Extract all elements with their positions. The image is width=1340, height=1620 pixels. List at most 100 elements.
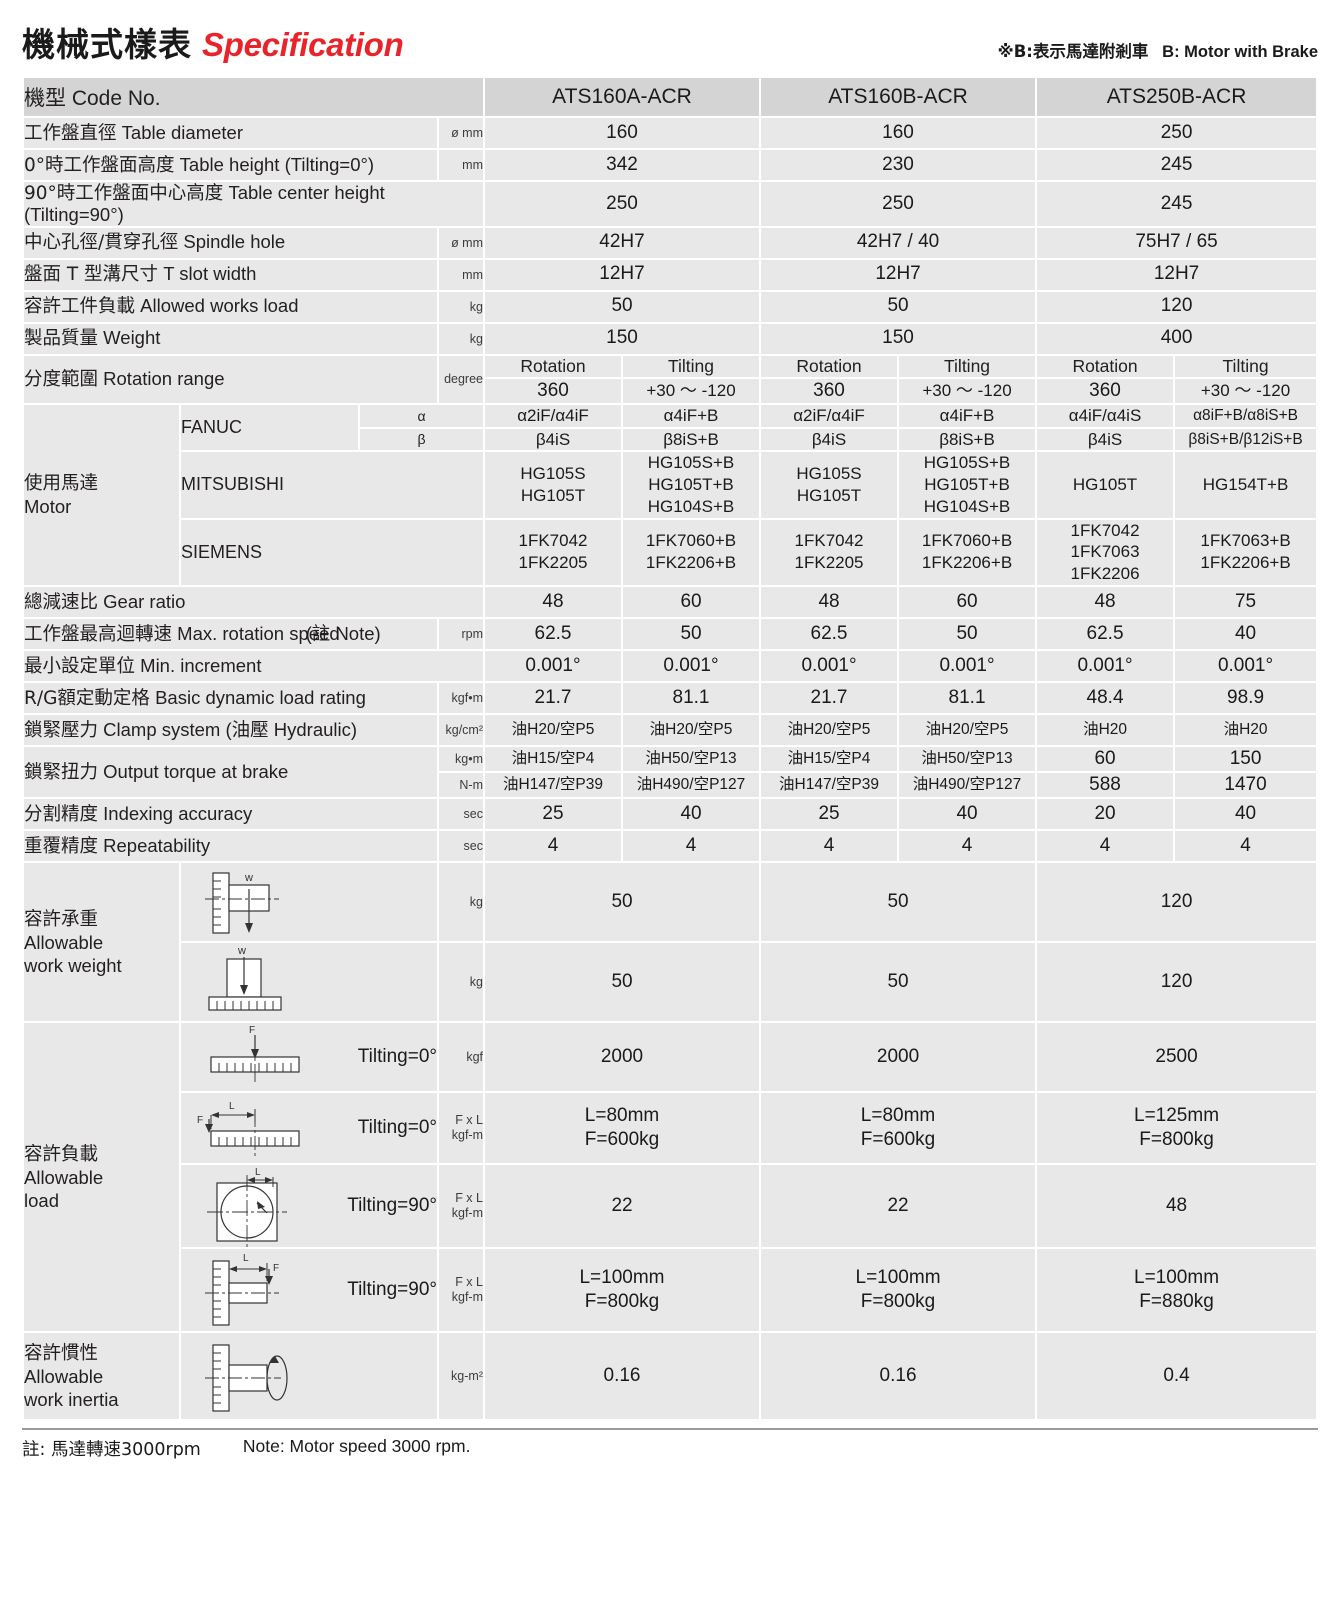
diagram-cell bbox=[181, 1333, 437, 1420]
diagram-cell: L Tilting=90° bbox=[181, 1165, 437, 1248]
diagram-cell: F Tilting=0° bbox=[181, 1023, 437, 1092]
cell-value: 400 bbox=[1037, 323, 1317, 354]
row-unit: rpm bbox=[439, 618, 483, 649]
cell-value: HG154T+B bbox=[1175, 452, 1317, 518]
cell-value: β4iS bbox=[761, 428, 898, 451]
motor-brand-fanuc: FANUC bbox=[181, 404, 358, 451]
table-row: 0°時工作盤面高度 Table height (Tilting=0°) mm 3… bbox=[24, 150, 1317, 180]
cell-value: 油H15/空P4 bbox=[485, 746, 621, 772]
cell-value: +30 ～ -120 bbox=[899, 378, 1036, 403]
work-weight-row-2: w kg 50 50 120 bbox=[24, 943, 1317, 1022]
subheader-tilting: Tilting bbox=[623, 355, 760, 377]
page-title-en: Specification bbox=[202, 26, 404, 63]
cell-value: +30 ～ -120 bbox=[623, 378, 760, 403]
svg-text:F: F bbox=[249, 1025, 255, 1036]
row-unit: mm bbox=[439, 259, 483, 290]
row-label-allowed-works-load: 容許工件負載 Allowed works load bbox=[24, 291, 437, 322]
row-unit: kg bbox=[439, 863, 483, 942]
row-label-output-torque: 鎖緊扭力 Output torque at brake bbox=[24, 746, 437, 798]
cell-value: α2iF/α4iF bbox=[761, 404, 898, 427]
page-title-cn: 機械式樣表 bbox=[22, 25, 192, 64]
cell-value: 40 bbox=[623, 799, 760, 830]
cell-value: 0.4 bbox=[1037, 1333, 1317, 1420]
cell-value: 50 bbox=[761, 943, 1036, 1022]
row-label-allowable-load: 容許負載 Allowable load bbox=[24, 1023, 179, 1332]
cell-value: 22 bbox=[761, 1165, 1036, 1248]
cell-value: L=80mm F=600kg bbox=[485, 1093, 760, 1164]
motor-mitsubishi-row: MITSUBISHI HG105S HG105T HG105S+B HG105T+B… bbox=[24, 452, 1317, 518]
cell-value: 50 bbox=[761, 291, 1036, 322]
cell-value: 12H7 bbox=[761, 259, 1036, 290]
motor-greek-alpha: α bbox=[360, 404, 483, 427]
row-label-t-slot-width: 盤面 T 型溝尺寸 T slot width bbox=[24, 259, 437, 290]
row-label-note-suffix: (註 Note) bbox=[305, 622, 381, 644]
cell-value: β8iS+B bbox=[899, 428, 1036, 451]
table-face-moment-icon: L bbox=[207, 1167, 287, 1248]
cell-value: 150 bbox=[485, 323, 760, 354]
cell-value: 245 bbox=[1037, 182, 1317, 226]
cell-value: β8iS+B/β12iS+B bbox=[1175, 428, 1317, 451]
table-header-row: 機型 Code No. ATS160A-ACR ATS160B-ACR ATS2… bbox=[24, 78, 1317, 116]
cell-value: α4iF+B bbox=[623, 404, 760, 427]
subheader-rotation: Rotation bbox=[1037, 355, 1174, 377]
header-model-1: ATS160B-ACR bbox=[761, 78, 1036, 116]
subheader-tilting: Tilting bbox=[899, 355, 1036, 377]
row-label-basic-dynamic-load-rating: R/G額定動定格 Basic dynamic load rating bbox=[24, 682, 437, 713]
cell-value: β8iS+B bbox=[623, 428, 760, 451]
cell-value: 98.9 bbox=[1175, 682, 1317, 713]
row-unit: sec bbox=[439, 831, 483, 862]
motor-fanuc-beta-row: β β4iS β8iS+B β4iS β8iS+B β4iS β8iS+B/β1… bbox=[24, 428, 1317, 451]
cell-value: 油H20/空P5 bbox=[623, 714, 760, 745]
row-label-allowable-work-inertia: 容許慣性 Allowable work inertia bbox=[24, 1333, 179, 1420]
subheader-rotation: Rotation bbox=[485, 355, 621, 377]
cell-value: 12H7 bbox=[1037, 259, 1317, 290]
cell-value: 50 bbox=[485, 943, 760, 1022]
table-rotation-inertia-icon bbox=[205, 1344, 288, 1413]
row-unit: ø mm bbox=[439, 118, 483, 148]
cell-value: 0.001° bbox=[761, 650, 898, 681]
cell-value: 1FK7060+B 1FK2206+B bbox=[899, 519, 1036, 585]
cell-value: 150 bbox=[1175, 746, 1317, 772]
table-side-moment-icon: L F bbox=[205, 1253, 279, 1327]
cell-value: 40 bbox=[899, 799, 1036, 830]
table-row: 盤面 T 型溝尺寸 T slot width mm 12H7 12H7 12H7 bbox=[24, 259, 1317, 290]
row-label-indexing-accuracy: 分割精度 Indexing accuracy bbox=[24, 799, 437, 830]
cell-value: 25 bbox=[485, 799, 621, 830]
svg-text:L: L bbox=[229, 1101, 235, 1112]
table-row: 90°時工作盤面中心高度 Table center height (Tiltin… bbox=[24, 182, 1317, 226]
motor-brand-mitsubishi: MITSUBISHI bbox=[181, 452, 483, 518]
cell-value: 160 bbox=[761, 118, 1036, 148]
cell-value: 4 bbox=[1175, 831, 1317, 862]
cell-value: 42H7 / 40 bbox=[761, 227, 1036, 258]
row-label-repeatability: 重覆精度 Repeatability bbox=[24, 831, 437, 862]
cell-value: 250 bbox=[1037, 118, 1317, 148]
cell-value: 60 bbox=[1037, 746, 1174, 772]
cell-value: HG105S+B HG105T+B HG104S+B bbox=[899, 452, 1036, 518]
table-row: 鎖緊壓力 Clamp system (油壓 Hydraulic) kg/cm² … bbox=[24, 714, 1317, 745]
cell-value: 250 bbox=[761, 182, 1036, 226]
cell-value: 2000 bbox=[485, 1023, 760, 1092]
svg-text:w: w bbox=[244, 872, 253, 884]
cell-value: 1FK7042 1FK2205 bbox=[485, 519, 621, 585]
svg-text:L: L bbox=[243, 1253, 249, 1264]
subheader-tilting: Tilting bbox=[1175, 355, 1317, 377]
footer-note-en: Note: Motor speed 3000 rpm. bbox=[242, 1436, 471, 1457]
row-unit: kg•m bbox=[439, 746, 483, 772]
cell-value: 油H490/空P127 bbox=[899, 773, 1036, 798]
cell-value: α4iF/α4iS bbox=[1037, 404, 1174, 427]
table-center-force-icon: F bbox=[210, 1025, 300, 1086]
row-label-table-diameter: 工作盤直徑 Table diameter bbox=[24, 118, 437, 148]
cell-value: 22 bbox=[485, 1165, 760, 1248]
table-row: 總減速比 Gear ratio 48 60 48 60 48 75 bbox=[24, 586, 1317, 617]
cell-value: L=100mm F=880kg bbox=[1037, 1249, 1317, 1332]
page-title: 機械式樣表 Specification bbox=[22, 18, 404, 66]
cell-value: 81.1 bbox=[623, 682, 760, 713]
cell-value: 油H20 bbox=[1037, 714, 1174, 745]
work-weight-row-1: 容許承重 Allowable work weight bbox=[24, 863, 1317, 1022]
cell-value: HG105S HG105T bbox=[761, 452, 898, 518]
allowable-load-row-1: 容許負載 Allowable load bbox=[24, 1023, 1317, 1332]
cell-value: 0.001° bbox=[485, 650, 621, 681]
tilting-label: Tilting=90° bbox=[347, 1195, 437, 1217]
cell-value: 50 bbox=[485, 863, 760, 942]
svg-text:F: F bbox=[273, 1263, 279, 1274]
